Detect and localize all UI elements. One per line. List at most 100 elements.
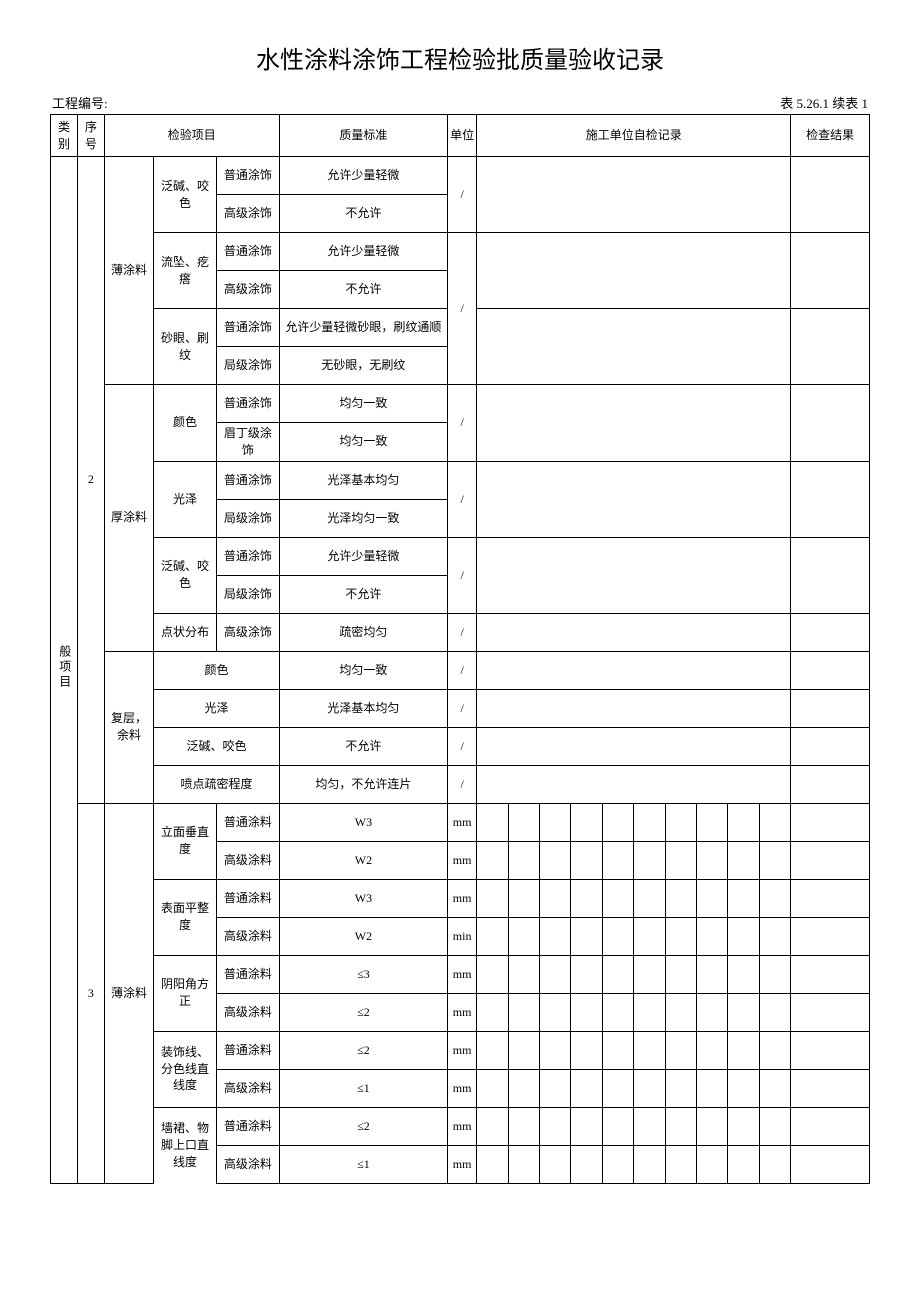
cell-level: 局级涂饰 [216, 575, 279, 613]
cell-check [634, 879, 665, 917]
cell-check [602, 1031, 633, 1069]
cell-seq3: 3 [77, 803, 104, 1183]
cell-result [791, 727, 870, 765]
cell-unit: / [448, 689, 477, 727]
cell-seq2: 2 [77, 157, 104, 804]
cell-check [477, 955, 508, 993]
cell-check [759, 879, 791, 917]
cell-std: 疏密均匀 [279, 613, 447, 651]
cell-zhuangshi: 装饰线、分色线直线度 [154, 1031, 217, 1107]
cell-check [477, 537, 791, 613]
cell-level: 普通涂饰 [216, 385, 279, 423]
cell-check [540, 1069, 571, 1107]
cell-std: ≤2 [279, 1107, 447, 1145]
cell-std: W2 [279, 917, 447, 955]
cell-check [759, 1107, 791, 1145]
cell-check [697, 917, 728, 955]
cell-check [571, 993, 602, 1031]
cell-check [728, 1107, 759, 1145]
cell-fanjian: 泛碱、咬色 [154, 157, 217, 233]
cell-std: W3 [279, 879, 447, 917]
cell-result [791, 309, 870, 385]
cell-check [665, 993, 696, 1031]
cell-check [634, 1145, 665, 1183]
cell-result [791, 1145, 870, 1183]
cell-unit: / [448, 727, 477, 765]
cell-result [791, 955, 870, 993]
cell-result [791, 689, 870, 727]
cell-check [571, 803, 602, 841]
th-std: 质量标准 [279, 115, 447, 157]
cell-check [477, 385, 791, 462]
cell-level: 普通涂饰 [216, 537, 279, 575]
cell-result [791, 803, 870, 841]
cell-std: 光泽基本均匀 [279, 461, 447, 499]
cell-check [634, 803, 665, 841]
cell-check [477, 1107, 508, 1145]
cell-result [791, 993, 870, 1031]
cell-unit: / [448, 233, 477, 385]
cell-check [540, 803, 571, 841]
cell-unit: / [448, 157, 477, 233]
cell-level: 普通涂料 [216, 879, 279, 917]
cell-dianzhuang: 点状分布 [154, 613, 217, 651]
cell-std: 允许少量轻微 [279, 537, 447, 575]
cell-check [697, 1145, 728, 1183]
cell-fanjian2: 泛碱、咬色 [154, 537, 217, 613]
cell-check [634, 993, 665, 1031]
cell-std: W3 [279, 803, 447, 841]
cell-check [665, 841, 696, 879]
cell-unit: mm [448, 841, 477, 879]
cell-check [477, 841, 508, 879]
cell-check [728, 1069, 759, 1107]
cell-check [571, 1069, 602, 1107]
th-item: 检验项目 [104, 115, 279, 157]
cell-check [759, 803, 791, 841]
cell-check [540, 879, 571, 917]
cell-yinyang: 阴阳角方正 [154, 955, 217, 1031]
cell-std: 不允许 [279, 575, 447, 613]
cell-check [477, 765, 791, 803]
cell-check [477, 309, 791, 385]
cell-result [791, 1107, 870, 1145]
cell-result [791, 1031, 870, 1069]
cell-unit: mm [448, 1031, 477, 1069]
cell-guangze: 光泽 [154, 461, 217, 537]
cell-check [728, 955, 759, 993]
cell-level: 高级涂饰 [216, 195, 279, 233]
cell-check [540, 955, 571, 993]
cell-check [477, 157, 791, 233]
cell-std: 均匀，不允许连片 [279, 765, 447, 803]
cell-unit: mm [448, 955, 477, 993]
cell-check [728, 917, 759, 955]
cell-check [697, 1031, 728, 1069]
cell-cat: 般项目 [51, 157, 78, 1184]
cell-thin2: 薄涂料 [104, 803, 153, 1183]
cell-std: 均匀一致 [279, 385, 447, 423]
cell-check [540, 917, 571, 955]
cell-fanjian3: 泛碱、咬色 [154, 727, 280, 765]
cell-level: 高级涂料 [216, 917, 279, 955]
page-title: 水性涂料涂饰工程检验批质量验收记录 [50, 40, 870, 75]
cell-check [728, 1031, 759, 1069]
cell-std: 允许少量轻微砂眼，刷纹通顺 [279, 309, 447, 347]
cell-check [477, 917, 508, 955]
cell-result [791, 537, 870, 613]
cell-level: 普通涂饰 [216, 233, 279, 271]
cell-check [571, 917, 602, 955]
cell-check [571, 1145, 602, 1183]
cell-thick: 厚涂料 [104, 385, 153, 652]
cell-unit: / [448, 385, 477, 462]
cell-std: 光泽均匀一致 [279, 499, 447, 537]
cell-level: 普通涂饰 [216, 157, 279, 195]
cell-unit: mm [448, 993, 477, 1031]
cell-check [508, 1145, 539, 1183]
cell-check [508, 917, 539, 955]
cell-std: 无砂眼，无刷纹 [279, 347, 447, 385]
cell-check [759, 955, 791, 993]
cell-result [791, 385, 870, 462]
th-cat: 类别 [51, 115, 78, 157]
cell-std: 均匀一致 [279, 423, 447, 462]
cell-std: 允许少量轻微 [279, 233, 447, 271]
th-selfcheck: 施工单位自检记录 [477, 115, 791, 157]
